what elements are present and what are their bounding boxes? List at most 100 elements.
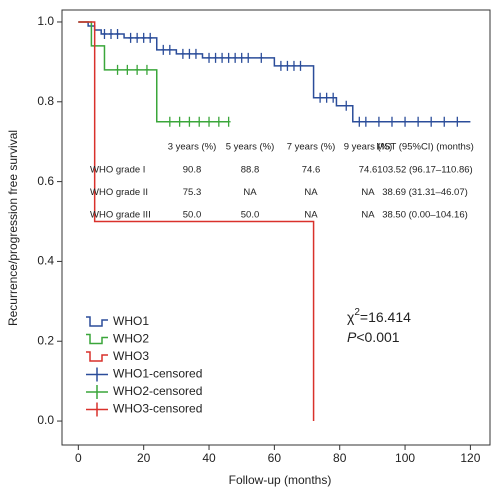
censor-mark bbox=[455, 116, 460, 127]
chi-annotation: χ2=16.414 bbox=[347, 307, 411, 325]
censor-mark bbox=[226, 116, 231, 127]
legend-label: WHO2 bbox=[113, 332, 149, 346]
censor-mark bbox=[291, 60, 296, 71]
censor-mark bbox=[148, 32, 153, 43]
censor-mark bbox=[115, 28, 120, 39]
table-row-label: WHO grade III bbox=[90, 210, 151, 221]
legend-symbol bbox=[86, 402, 108, 417]
y-tick-label: 0.8 bbox=[37, 94, 54, 108]
survival-curve bbox=[78, 21, 315, 422]
table-header: 3 years (%) bbox=[168, 142, 217, 153]
censor-mark bbox=[115, 64, 120, 75]
censor-mark bbox=[167, 116, 172, 127]
plot-frame bbox=[61, 9, 491, 446]
x-tick-label: 60 bbox=[268, 451, 282, 465]
censor-mark bbox=[128, 32, 133, 43]
censor-mark bbox=[102, 28, 107, 39]
censor-mark bbox=[144, 64, 149, 75]
censor-mark bbox=[167, 44, 172, 55]
censor-mark bbox=[318, 92, 323, 103]
censor-mark bbox=[197, 116, 202, 127]
censor-mark bbox=[220, 52, 225, 63]
table-header: MST (95%CI) (months) bbox=[376, 142, 473, 153]
table-cell: 38.50 (0.00–104.16) bbox=[382, 210, 468, 221]
censor-mark bbox=[207, 52, 212, 63]
censor-mark bbox=[376, 116, 381, 127]
table-cell: NA bbox=[304, 187, 318, 198]
table-cell: 50.0 bbox=[183, 210, 202, 221]
censor-mark bbox=[246, 52, 251, 63]
table-cell: 74.6 bbox=[359, 165, 378, 176]
y-tick-label: 0.6 bbox=[37, 174, 54, 188]
table-cell: 90.8 bbox=[183, 165, 202, 176]
table-header: 9 years (%) bbox=[344, 142, 393, 153]
censor-mark bbox=[187, 116, 192, 127]
censor-mark bbox=[216, 116, 221, 127]
table-cell: 38.69 (31.31–46.07) bbox=[382, 187, 468, 198]
censor-mark bbox=[357, 116, 362, 127]
table-row-label: WHO grade II bbox=[90, 187, 148, 198]
censor-mark bbox=[125, 64, 130, 75]
table-cell: 88.8 bbox=[241, 165, 260, 176]
legend-symbol bbox=[86, 385, 108, 399]
legend-symbol bbox=[86, 333, 108, 345]
y-tick-label: 0.2 bbox=[37, 333, 54, 347]
table-header: 7 years (%) bbox=[287, 142, 336, 153]
censor-mark bbox=[177, 116, 182, 127]
x-tick-label: 0 bbox=[75, 451, 82, 465]
censor-mark bbox=[161, 44, 166, 55]
censor-mark bbox=[429, 116, 434, 127]
y-tick-label: 0.4 bbox=[37, 254, 54, 268]
y-axis-label: Recurrence/progression free survival bbox=[6, 130, 20, 326]
chi: χ bbox=[347, 309, 355, 325]
p-letter: P bbox=[347, 329, 357, 345]
table-cell: NA bbox=[243, 187, 257, 198]
table-cell: 74.6 bbox=[302, 165, 321, 176]
censor-mark bbox=[187, 48, 192, 59]
x-tick-label: 20 bbox=[137, 451, 151, 465]
censor-mark bbox=[363, 116, 368, 127]
p-value: <0.001 bbox=[356, 329, 399, 345]
chi-sup: 2 bbox=[354, 307, 360, 318]
table-row-label: WHO grade I bbox=[90, 165, 145, 176]
censor-mark bbox=[344, 100, 349, 111]
censor-mark bbox=[259, 52, 264, 63]
table-cell: NA bbox=[361, 210, 375, 221]
x-tick-label: 120 bbox=[460, 451, 480, 465]
legend-label: WHO3-censored bbox=[113, 402, 202, 416]
p-annotation: P<0.001 bbox=[347, 329, 400, 345]
x-tick-label: 40 bbox=[202, 451, 216, 465]
table-cell: NA bbox=[304, 210, 318, 221]
censor-mark bbox=[285, 60, 290, 71]
censor-mark bbox=[233, 52, 238, 63]
censor-mark bbox=[403, 116, 408, 127]
legend-symbol bbox=[86, 351, 108, 362]
chi-stat: =16.414 bbox=[360, 309, 411, 325]
censor-mark bbox=[278, 60, 283, 71]
x-tick-label: 100 bbox=[395, 451, 415, 465]
censor-mark bbox=[389, 116, 394, 127]
censor-mark bbox=[193, 48, 198, 59]
censor-mark bbox=[207, 116, 212, 127]
survival-curve bbox=[78, 21, 229, 123]
censor-mark bbox=[213, 52, 218, 63]
censor-mark bbox=[324, 92, 329, 103]
legend-symbol bbox=[86, 316, 108, 327]
x-tick-label: 80 bbox=[333, 451, 347, 465]
table-cell: NA bbox=[361, 187, 375, 198]
table-cell: 103.52 (96.17–110.86) bbox=[377, 165, 472, 176]
legend-label: WHO3 bbox=[113, 349, 149, 363]
censor-mark bbox=[298, 60, 303, 71]
legend-symbol bbox=[86, 367, 108, 382]
censor-mark bbox=[109, 28, 114, 39]
censor-mark bbox=[135, 64, 140, 75]
x-axis-label: Follow-up (months) bbox=[229, 473, 332, 487]
censor-mark bbox=[135, 32, 140, 43]
legend-label: WHO2-censored bbox=[113, 384, 202, 398]
censor-mark bbox=[442, 116, 447, 127]
censor-mark bbox=[331, 92, 336, 103]
censor-mark bbox=[239, 52, 244, 63]
censor-mark bbox=[180, 48, 185, 59]
legend-label: WHO1 bbox=[113, 314, 149, 328]
censor-mark bbox=[226, 52, 231, 63]
